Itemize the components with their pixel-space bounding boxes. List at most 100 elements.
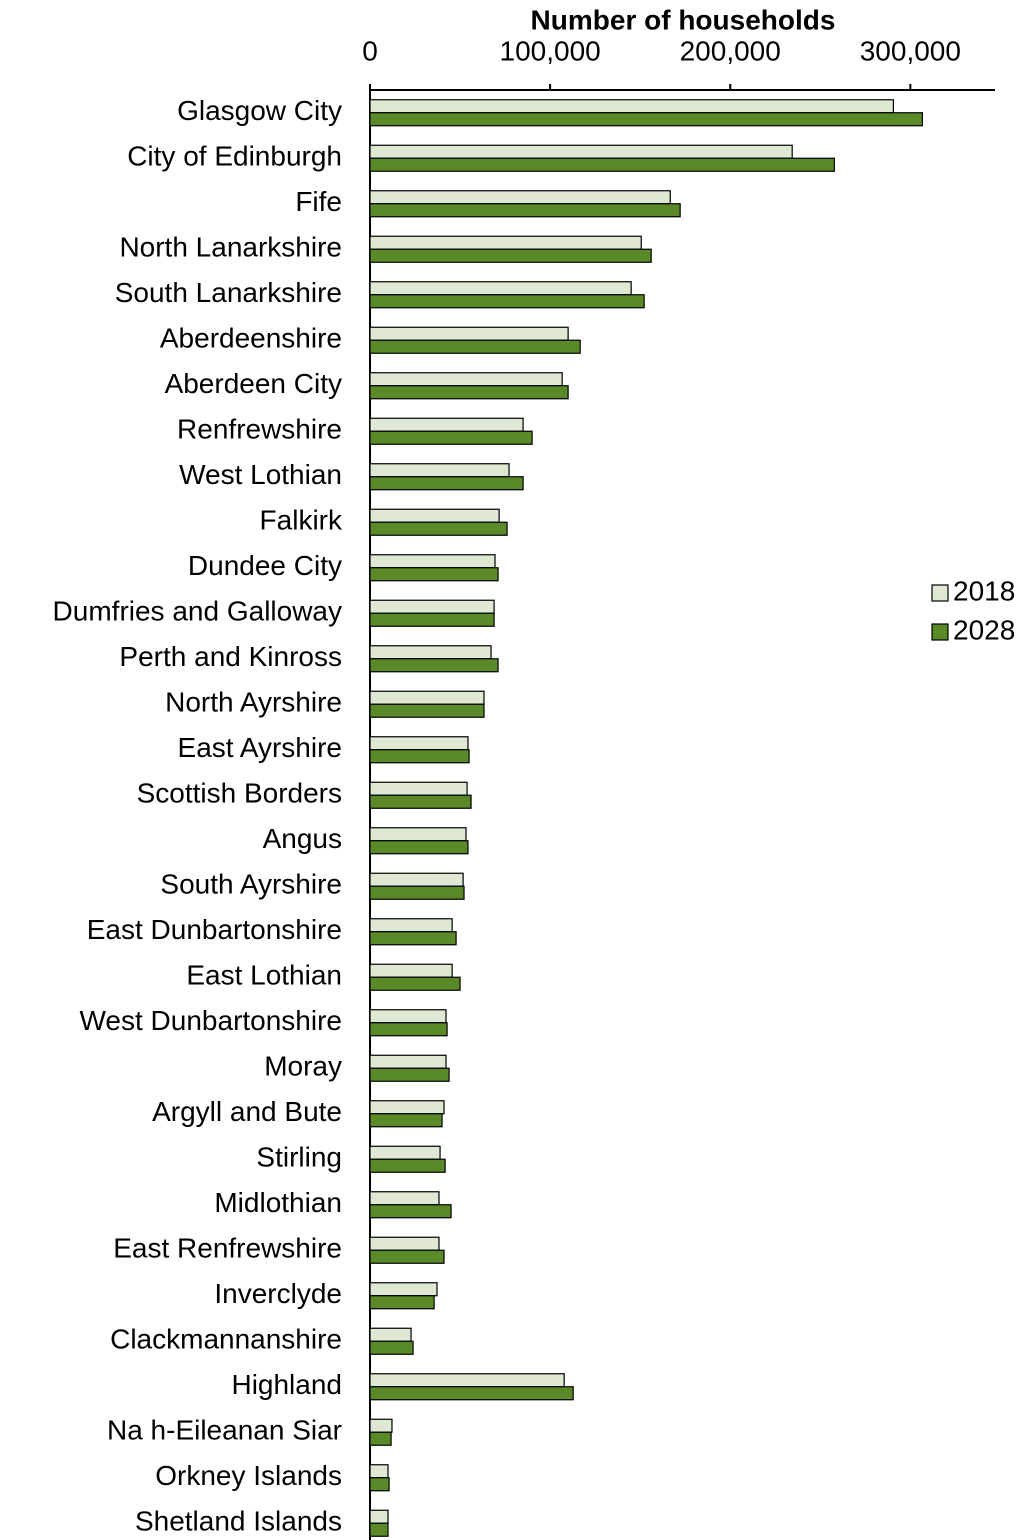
y-tick-label: East Lothian [186, 960, 342, 991]
bar [369, 781, 468, 796]
bar [369, 645, 492, 660]
bar [369, 508, 500, 523]
y-tick-label: North Ayrshire [165, 687, 342, 718]
bar [369, 872, 464, 887]
bar [369, 885, 465, 900]
bar [369, 1464, 389, 1479]
bar [369, 599, 495, 614]
bar [369, 1067, 450, 1082]
bar [369, 918, 453, 933]
y-tick-label: Highland [231, 1369, 342, 1400]
bar [369, 1100, 445, 1115]
bar [369, 521, 508, 536]
bar [369, 1477, 390, 1492]
bar [369, 385, 569, 400]
bar [369, 1009, 447, 1024]
bar [369, 827, 467, 842]
bar [369, 1145, 441, 1160]
y-tick-label: North Lanarkshire [119, 232, 342, 263]
bar [369, 144, 793, 159]
x-tick-label: 100,000 [500, 35, 601, 66]
bar [369, 417, 524, 432]
bar [369, 658, 499, 673]
legend-swatch [931, 584, 949, 602]
y-tick-label: Shetland Islands [135, 1506, 342, 1537]
legend-label: 2018 [953, 575, 1015, 606]
bar [369, 339, 581, 354]
y-tick-label: Dundee City [188, 550, 342, 581]
bar [369, 1191, 440, 1206]
y-tick-label: Na h-Eileanan Siar [107, 1415, 342, 1446]
x-tick-label: 200,000 [680, 35, 781, 66]
y-tick-label: East Dunbartonshire [87, 914, 342, 945]
y-tick-label: Stirling [256, 1142, 342, 1173]
legend-swatch [931, 623, 949, 641]
y-tick-label: Midlothian [214, 1187, 342, 1218]
bar [369, 1204, 452, 1219]
y-tick-label: Fife [295, 186, 342, 217]
bar [369, 963, 453, 978]
bar [369, 554, 496, 569]
bar [369, 840, 469, 855]
bar [369, 1236, 440, 1251]
bar [369, 248, 652, 263]
bar [369, 1113, 443, 1128]
bar [369, 931, 457, 946]
bar [369, 190, 671, 205]
y-tick-label: Moray [264, 1051, 342, 1082]
x-tick-label: 300,000 [860, 35, 961, 66]
bar [369, 690, 485, 705]
bar [369, 463, 510, 478]
y-tick-label: Glasgow City [177, 95, 342, 126]
bar [369, 112, 924, 127]
bar [369, 1282, 438, 1297]
bar [369, 1373, 565, 1388]
bar [369, 326, 569, 341]
bar [369, 1158, 446, 1173]
bar [369, 612, 495, 627]
legend-label: 2028 [953, 614, 1015, 645]
bar [369, 976, 461, 991]
bar [369, 1340, 414, 1355]
y-tick-label: Renfrewshire [177, 414, 342, 445]
y-tick-label: Clackmannanshire [110, 1324, 342, 1355]
x-axis-title: Number of households [531, 4, 836, 35]
y-tick-label: Dumfries and Galloway [53, 596, 342, 627]
bar [369, 736, 469, 751]
bar [369, 1431, 392, 1446]
bar [369, 1327, 412, 1342]
bar [369, 294, 645, 309]
y-tick-label: Argyll and Bute [152, 1096, 342, 1127]
y-tick-label: Aberdeenshire [160, 323, 342, 354]
bar [369, 281, 632, 296]
y-tick-label: South Lanarkshire [115, 277, 342, 308]
y-tick-label: Scottish Borders [137, 778, 342, 809]
bar [369, 1022, 448, 1037]
y-tick-label: Inverclyde [214, 1278, 342, 1309]
bar [369, 1386, 574, 1401]
bar [369, 430, 533, 445]
bar [369, 1522, 389, 1537]
bar [369, 476, 524, 491]
bar [369, 794, 472, 809]
y-tick-label: West Lothian [179, 459, 342, 490]
bar [369, 1054, 447, 1069]
bar [369, 1295, 435, 1310]
bar [369, 1249, 445, 1264]
y-tick-label: City of Edinburgh [127, 141, 342, 172]
y-tick-label: West Dunbartonshire [80, 1005, 343, 1036]
bar [369, 1418, 393, 1433]
bar [369, 157, 835, 172]
y-tick-label: Orkney Islands [155, 1460, 342, 1491]
y-tick-label: East Renfrewshire [113, 1233, 342, 1264]
x-tick-label: 0 [362, 35, 378, 66]
bar [369, 235, 642, 250]
y-tick-label: Aberdeen City [165, 368, 342, 399]
y-tick-label: South Ayrshire [160, 869, 342, 900]
bar [369, 203, 681, 218]
y-tick-label: East Ayrshire [178, 732, 342, 763]
bar [369, 372, 563, 387]
bar [369, 567, 499, 582]
y-tick-label: Angus [263, 823, 342, 854]
